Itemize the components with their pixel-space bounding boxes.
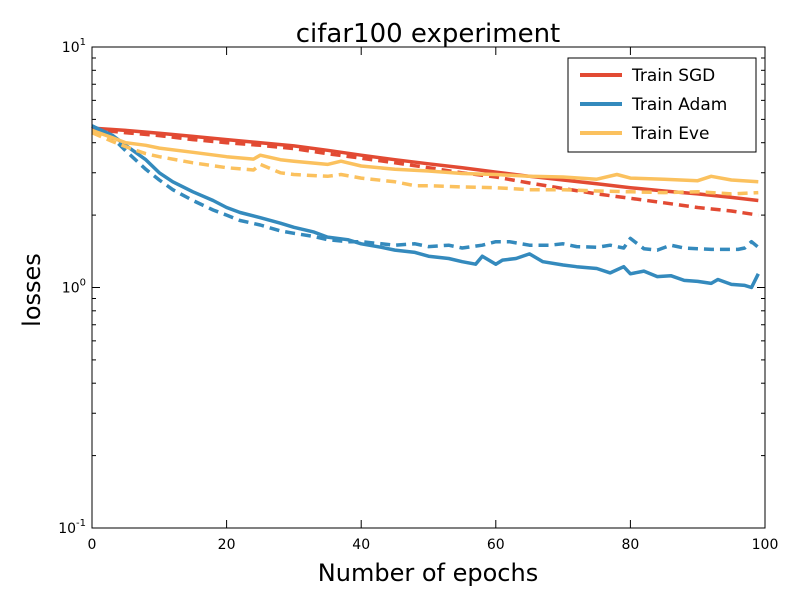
x-tick-label: 80 [621,537,639,553]
y-axis-label: losses [18,253,46,327]
series-line-6-dashed [91,131,759,196]
series-line-2-dashed [91,127,759,217]
x-tick-label: 100 [752,537,779,553]
plot-lines [91,124,760,290]
y-tick-label: 10-1 [58,518,86,537]
legend-label: Train Adam [631,95,727,115]
legend: Train SGD Train Adam Train Eve [567,57,757,153]
y-tick-label: 101 [62,37,86,56]
ticks: 0 20 40 60 80 100 101 100 10-1 [58,37,778,553]
x-tick-label: 40 [352,537,370,553]
x-axis-label: Number of epochs [318,559,538,587]
legend-label: Train Eve [631,124,709,144]
legend-label: Train SGD [631,66,715,86]
series-line-1-solid [91,126,759,203]
x-tick-label: 60 [487,537,505,553]
x-tick-label: 0 [88,537,97,553]
series-line-4-dashed [91,124,760,252]
chart-title: cifar100 experiment [296,19,561,49]
x-tick-label: 20 [218,537,236,553]
series-line-5-solid [91,128,759,184]
series-line-3-solid [91,124,760,290]
y-tick-label: 100 [62,278,86,297]
